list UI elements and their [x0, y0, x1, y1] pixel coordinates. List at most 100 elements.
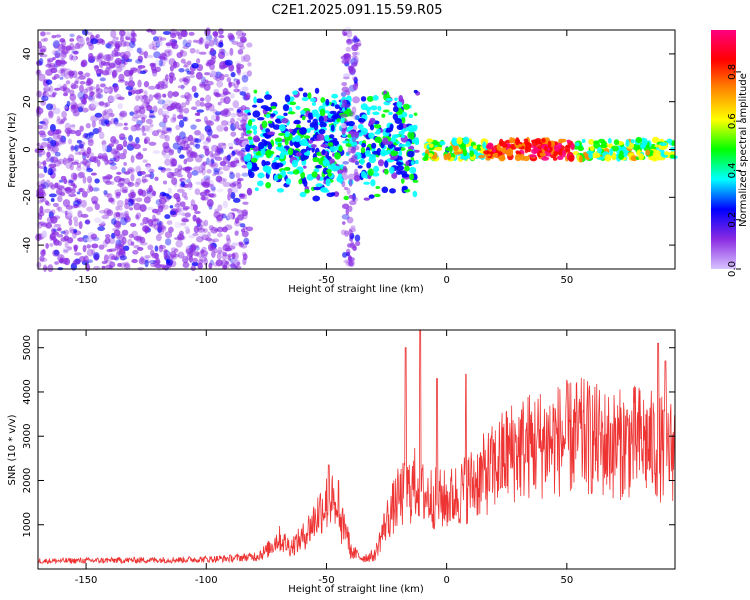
spectrogram-cell	[267, 131, 276, 136]
spectrogram-cell	[167, 126, 173, 134]
spectrogram-cell	[251, 125, 258, 131]
spectrogram-cell	[106, 61, 111, 65]
spectrogram-cell	[60, 175, 67, 181]
spectrogram-cell	[346, 151, 352, 156]
spectrogram-cell	[122, 140, 128, 148]
spectrogram-cell	[207, 231, 211, 238]
spectrogram-cell	[221, 120, 229, 127]
spectrogram-cell	[227, 32, 234, 40]
spectrogram-cell	[167, 49, 173, 57]
spectrogram-cell	[539, 152, 546, 157]
spectrogram-cell	[94, 112, 103, 118]
spectrogram-cell	[151, 208, 159, 214]
spectrogram-cell	[514, 153, 522, 162]
spectrogram-cell	[191, 137, 198, 143]
spectrogram-cell	[372, 95, 379, 101]
spectrogram-cell	[589, 145, 595, 152]
spectrogram-cell	[95, 92, 102, 99]
spectrogram-cell	[152, 259, 161, 265]
spectrogram-cell	[163, 153, 171, 159]
spectrogram-cell	[118, 63, 126, 71]
spectrogram-cell	[523, 138, 529, 143]
spectrogram-cell	[334, 152, 341, 160]
spectrogram-cell	[640, 142, 646, 150]
spectrogram-cell	[117, 182, 125, 187]
spectrogram-cell	[155, 234, 162, 242]
spectrogram-cell	[105, 66, 111, 72]
spectrogram-cell	[158, 59, 163, 67]
spectrogram-cell	[47, 143, 51, 151]
spectrogram-cell	[161, 52, 167, 57]
spectrogram-cell	[113, 175, 122, 183]
snr-x-label: Height of straight line (km)	[288, 584, 424, 595]
spectrogram-cell	[224, 51, 230, 57]
spectrogram-cell	[51, 34, 57, 39]
spectrogram-cell	[143, 80, 150, 88]
spectrogram-cell	[223, 126, 229, 132]
spectrogram-cell	[293, 119, 301, 125]
spectrogram-cell	[239, 45, 246, 51]
spectrogram-cell	[638, 153, 644, 161]
spectrogram-cell	[370, 105, 378, 111]
spectrogram-cell	[91, 243, 99, 249]
spectrogram-cell	[168, 58, 176, 66]
spectrogram-cell	[222, 165, 230, 172]
spectrogram-cell	[136, 235, 143, 243]
spectrogram-cell	[313, 186, 322, 191]
spectrogram-cell	[207, 59, 216, 66]
spectrogram-cell	[199, 101, 205, 107]
spectrogram-cell	[63, 187, 71, 191]
spectrogram-cell	[553, 150, 558, 157]
spectrogram-x-label: Height of straight line (km)	[288, 284, 424, 295]
spectrogram-cell	[152, 150, 161, 154]
spectrogram-cell	[69, 53, 74, 61]
spectrogram-cell	[137, 188, 144, 196]
spectrogram-cell	[341, 86, 350, 93]
x-tick-label: -50	[318, 575, 334, 586]
spectrogram-cell	[115, 122, 124, 127]
spectrogram-cell	[69, 33, 75, 38]
spectrogram-cell	[37, 221, 43, 229]
spectrogram-cell	[302, 165, 307, 169]
spectrogram-cell	[115, 251, 120, 259]
spectrogram-cell	[152, 45, 158, 51]
spectrogram-cell	[330, 124, 335, 132]
spectrogram-cell	[298, 178, 303, 185]
spectrogram-cell	[61, 48, 69, 55]
spectrogram-cell	[228, 81, 232, 88]
y-tick-label: 2000	[22, 468, 33, 493]
spectrogram-cell	[89, 152, 95, 158]
spectrogram-cell	[108, 197, 114, 203]
spectrogram-cell	[40, 249, 46, 257]
spectrogram-cell	[98, 52, 104, 59]
spectrogram-cell	[240, 243, 248, 249]
spectrogram-cell	[68, 180, 74, 184]
spectrogram-cell	[514, 137, 520, 146]
spectrogram-cell	[227, 142, 234, 148]
spectrogram-cell	[47, 167, 53, 176]
spectrogram-cell	[428, 143, 434, 148]
spectrogram-cell	[133, 236, 142, 241]
spectrogram-cell	[141, 116, 146, 124]
spectrogram-cell	[345, 152, 350, 157]
spectrogram-cell	[213, 37, 218, 46]
spectrogram-cell	[123, 215, 131, 223]
spectrogram-cell	[85, 122, 91, 129]
spectrogram-cell	[63, 229, 70, 236]
spectrogram-cell	[302, 92, 308, 98]
spectrogram-cell	[86, 248, 94, 257]
spectrogram-cell	[142, 147, 148, 152]
snr-y-ticks: 1000 2000 3000 4000 5000	[22, 335, 675, 537]
spectrogram-cell	[108, 253, 116, 261]
spectrogram-cell	[113, 154, 120, 163]
spectrogram-cell	[135, 197, 143, 202]
spectrogram-cell	[134, 181, 140, 188]
spectrogram-cell	[214, 156, 223, 161]
spectrogram-cell	[237, 49, 244, 55]
spectrogram-cell	[246, 70, 252, 77]
spectrogram-cell	[345, 260, 353, 267]
spectrogram-cell	[221, 259, 228, 268]
spectrogram-cell	[215, 175, 223, 183]
spectrogram-cell	[264, 106, 272, 112]
spectrogram-cell	[391, 172, 398, 179]
